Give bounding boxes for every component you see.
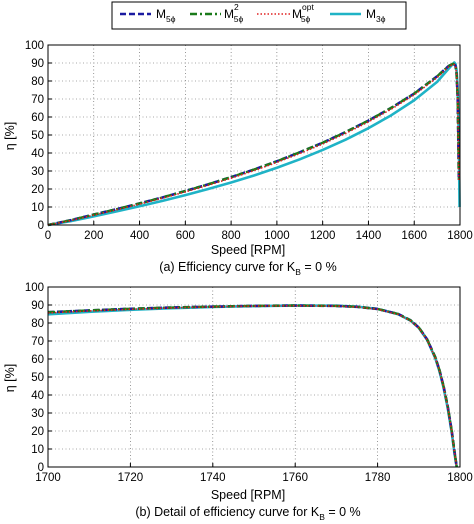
y-axis-label-b: η [%] <box>3 364 17 393</box>
x-tick-label-a-600: 600 <box>176 230 195 242</box>
y-tick-label-a-0: 0 <box>38 220 44 232</box>
y-tick-label-b-30: 30 <box>31 408 44 420</box>
y-tick-label-a-40: 40 <box>31 148 44 160</box>
x-tick-label-a-200: 200 <box>84 230 103 242</box>
y-tick-label-a-80: 80 <box>31 76 44 88</box>
x-tick-label-a-800: 800 <box>222 230 241 242</box>
x-axis-label-b: Speed [RPM] <box>211 488 285 502</box>
y-tick-label-b-60: 60 <box>31 354 44 366</box>
legend-label-m5phi: M5ϕ <box>156 7 176 24</box>
y-tick-label-b-70: 70 <box>31 336 44 348</box>
y-tick-label-b-90: 90 <box>31 300 44 312</box>
x-tick-label-a-400: 400 <box>130 230 149 242</box>
legend-label-m5phi-opt: Mopt 5ϕ <box>292 2 314 24</box>
x-tick-label-b-1800: 1800 <box>447 472 473 484</box>
series-line-b-m5phi-opt <box>47 304 458 468</box>
curves-b <box>47 304 458 468</box>
y-tick-label-a-50: 50 <box>31 130 44 142</box>
x-tick-label-a-1400: 1400 <box>356 230 382 242</box>
y-tick-label-b-80: 80 <box>31 318 44 330</box>
x-tick-label-a-1600: 1600 <box>401 230 427 242</box>
legend-entry-m5phi-2: M2 5ϕ <box>190 2 243 24</box>
y-tick-label-a-20: 20 <box>31 184 44 196</box>
legend-entry-m5phi-opt: Mopt 5ϕ <box>257 2 314 24</box>
x-axis-label-a: Speed [RPM] <box>211 243 285 257</box>
x-tick-label-a-0: 0 <box>45 230 51 242</box>
x-tick-label-b-1760: 1760 <box>282 472 308 484</box>
y-tick-label-b-50: 50 <box>31 372 44 384</box>
ticks-a: 0 200 400 600 800 1000 1200 1400 1600 1800 0 10 20 30… <box>25 40 473 242</box>
series-line-a-m5phi <box>47 62 461 227</box>
y-tick-label-b-20: 20 <box>31 426 44 438</box>
x-tick-label-a-1200: 1200 <box>310 230 336 242</box>
y-tick-label-b-10: 10 <box>31 444 44 456</box>
plot-efficiency-detail: 1700 1720 1740 1760 1780 1800 0 10 20 30 40 50 60 70 8… <box>3 282 473 522</box>
legend-label-m3phi: M3ϕ <box>366 7 386 24</box>
series-line-a-m3phi <box>47 61 461 227</box>
y-tick-label-b-100: 100 <box>25 282 44 294</box>
y-tick-label-a-60: 60 <box>31 112 44 124</box>
legend-entry-m5phi: M5ϕ <box>120 7 176 24</box>
series-line-b-m5phi <box>47 304 458 468</box>
grid-b <box>48 287 460 467</box>
ticks-b: 1700 1720 1740 1760 1780 1800 0 10 20 30 40 50 60 70 8… <box>25 282 473 484</box>
x-tick-label-b-1700: 1700 <box>35 472 61 484</box>
y-tick-label-b-40: 40 <box>31 390 44 402</box>
series-line-b-m5phi-2 <box>47 304 458 468</box>
series-line-a-m5phi-opt <box>47 63 460 226</box>
curves-a <box>47 61 461 227</box>
plot-efficiency-curve: 0 200 400 600 800 1000 1200 1400 1600 1800 0 10 20 30… <box>3 40 473 277</box>
caption-a: (a) Efficiency curve for KB = 0 % <box>159 260 336 277</box>
x-tick-label-b-1720: 1720 <box>118 472 144 484</box>
x-tick-label-a-1800: 1800 <box>447 230 473 242</box>
series-line-a-m5phi-2 <box>47 62 461 227</box>
x-tick-label-a-1000: 1000 <box>264 230 290 242</box>
y-tick-label-b-0: 0 <box>38 462 44 474</box>
legend-label-m5phi-2: M2 5ϕ <box>224 2 243 24</box>
x-tick-label-b-1780: 1780 <box>365 472 391 484</box>
grid-a <box>48 45 460 225</box>
legend-frame <box>111 1 407 30</box>
y-tick-label-a-100: 100 <box>25 40 44 52</box>
y-tick-label-a-10: 10 <box>31 202 44 214</box>
legend-entry-m3phi: M3ϕ <box>330 7 386 24</box>
y-axis-label-a: η [%] <box>3 122 17 151</box>
x-tick-label-b-1740: 1740 <box>200 472 226 484</box>
series-line-b-m3phi <box>47 304 458 468</box>
caption-b: (b) Detail of efficiency curve for KB = … <box>135 505 360 522</box>
y-tick-label-a-70: 70 <box>31 94 44 106</box>
y-tick-label-a-30: 30 <box>31 166 44 178</box>
y-tick-label-a-90: 90 <box>31 58 44 70</box>
legend: M5ϕ M2 5ϕ Mopt 5ϕ M3ϕ <box>111 1 407 30</box>
